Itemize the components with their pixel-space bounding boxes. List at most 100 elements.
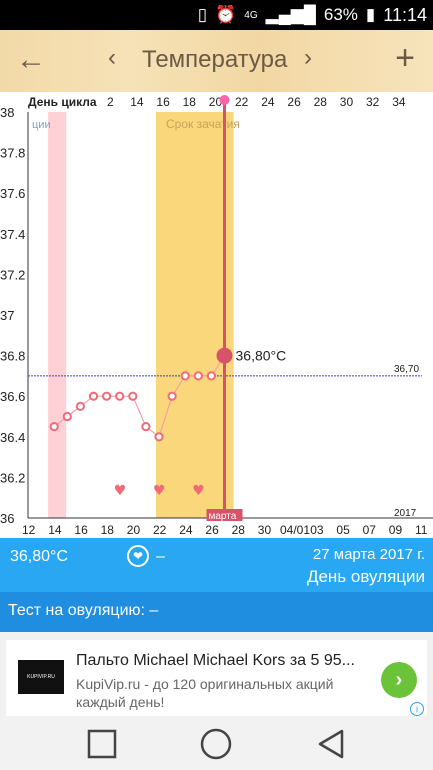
- y-tick-label: 36: [0, 511, 14, 526]
- add-icon[interactable]: +: [395, 39, 415, 77]
- heart-icon: ♥: [192, 483, 205, 499]
- x-tick-label: 16: [74, 523, 88, 537]
- cycle-day-label: День цикла: [28, 95, 97, 109]
- cycle-day-tick: 16: [156, 95, 170, 109]
- fertile-window-band: [156, 112, 234, 518]
- y-tick-label: 36.6: [0, 389, 25, 404]
- temperature-point: [62, 411, 72, 422]
- day-info-bar[interactable]: 36,80°C ❤ – 27 марта 2017 г. День овуляц…: [0, 538, 433, 592]
- x-tick-label: 03: [310, 523, 324, 537]
- x-tick-label: 30: [258, 523, 272, 537]
- status-bar: ▯ ⏰ 4G ▂▄▆█ 63% ▮ 11:14: [0, 0, 433, 30]
- coverline-label: 36,70: [394, 364, 419, 375]
- temperature-point: [206, 371, 216, 381]
- ad-banner[interactable]: KUPIVIP.RU Пальто Michael Michael Kors з…: [0, 632, 433, 718]
- temperature-point: [75, 401, 86, 411]
- x-tick-label: 04/01: [280, 523, 310, 537]
- clock: 11:14: [383, 4, 427, 25]
- system-nav-bar: [0, 718, 433, 770]
- cycle-day-tick: 32: [366, 95, 380, 109]
- info-dash: –: [156, 548, 165, 565]
- signal-icon: ▂▄▆█: [265, 5, 316, 24]
- y-tick-label: 36.2: [0, 470, 25, 485]
- cycle-day-ticks: 2 14 16 18 20 22 24 26 28 30 32 34: [107, 95, 406, 109]
- chevron-right-icon[interactable]: ›: [381, 662, 417, 698]
- cycle-day-tick: 28: [314, 95, 328, 109]
- temperature-point: [102, 391, 112, 401]
- x-tick-label: 18: [101, 523, 115, 537]
- y-tick-label: 37.6: [0, 186, 25, 201]
- cycle-day-tick: 24: [261, 95, 275, 109]
- month-label: марта: [209, 511, 237, 522]
- conception-label: Срок зачатия: [166, 117, 240, 131]
- year-label: 2017: [394, 508, 417, 519]
- ovulation-marker-top: [219, 95, 230, 105]
- x-tick-label: 07: [363, 523, 377, 537]
- x-tick-label: 20: [127, 523, 141, 537]
- ad-card[interactable]: KUPIVIP.RU Пальто Michael Michael Kors з…: [6, 640, 427, 716]
- next-chevron-icon[interactable]: ›: [304, 44, 312, 71]
- battery-label: 63%: [323, 5, 358, 24]
- x-axis-ticks: 12 14 16 18 20 22 24 26 28 30 04/01 03 05 07 09 11: [22, 523, 428, 537]
- selected-value-label: 36,80°C: [236, 348, 287, 364]
- info-temperature: 36,80°C: [10, 548, 68, 565]
- temperature-points: [49, 371, 216, 442]
- heart-icon: ♥: [153, 483, 166, 499]
- y-tick-label: 36.4: [0, 430, 25, 445]
- heart-icon: ♥: [114, 483, 127, 499]
- circle-icon: [200, 728, 232, 760]
- x-tick-label: 26: [205, 523, 219, 537]
- month-badge: [206, 509, 243, 521]
- ad-logo: KUPIVIP.RU: [18, 660, 64, 694]
- info-icon[interactable]: i: [410, 702, 424, 716]
- battery-icon: ▮: [365, 5, 376, 24]
- selected-point[interactable]: [216, 347, 233, 364]
- y-axis-ticks: 38 37.8 37.6 37.4 37.2 37 36.8 36.6 36.4 36.2 36: [0, 105, 25, 526]
- x-tick-label: 05: [336, 523, 350, 537]
- back-arrow-icon[interactable]: ←: [16, 43, 46, 76]
- y-tick-label: 37.8: [0, 146, 25, 161]
- recent-apps-button[interactable]: [72, 718, 132, 770]
- temperature-point: [128, 391, 138, 401]
- temperature-point: [49, 422, 59, 432]
- y-tick-label: 37.4: [0, 227, 25, 242]
- cycle-day-tick: 22: [235, 95, 249, 109]
- ovulation-test-bar[interactable]: Тест на овуляцию: –: [0, 592, 433, 632]
- temperature-point: [141, 422, 151, 432]
- y-tick-label: 37: [0, 308, 14, 323]
- app-header: ← ‹ Температура › +: [0, 30, 433, 92]
- heart-icon: ❤: [127, 545, 149, 567]
- y-tick-label: 36.8: [0, 349, 25, 364]
- prev-chevron-icon[interactable]: ‹: [108, 44, 116, 71]
- triangle-back-icon: [318, 729, 344, 759]
- square-icon: [87, 729, 117, 759]
- home-button[interactable]: [186, 718, 246, 770]
- temperature-point: [154, 432, 164, 442]
- x-tick-label: 12: [22, 523, 36, 537]
- phone-vibrate-icon: ▯: [197, 5, 208, 24]
- x-tick-label: 14: [48, 523, 62, 537]
- info-date: 27 марта 2017 г.: [312, 546, 425, 563]
- status-icons: ▯ ⏰ 4G ▂▄▆█ 63% ▮ 11:14: [198, 0, 427, 30]
- back-button[interactable]: [300, 718, 360, 770]
- alarm-icon: ⏰: [215, 5, 237, 24]
- cycle-day-tick: 30: [340, 95, 354, 109]
- cycle-day-tick: 2: [107, 95, 114, 109]
- network-label: 4G: [244, 9, 258, 21]
- temperature-point: [167, 391, 177, 401]
- x-tick-label: 11: [415, 523, 428, 537]
- chart-canvas[interactable]: ции Срок зачатия День цикла 2 14 16 18 20 22 2…: [0, 92, 433, 538]
- intercourse-hearts: ♥ ♥ ♥: [114, 483, 205, 499]
- cycle-day-tick: 34: [392, 95, 406, 109]
- y-tick-label: 38: [0, 105, 14, 120]
- y-tick-label: 37.2: [0, 267, 25, 282]
- x-tick-label: 22: [153, 523, 167, 537]
- temperature-point: [180, 371, 190, 381]
- info-event: День овуляции: [306, 567, 425, 586]
- ad-text: KupiVip.ru - до 120 оригинальных акций к…: [76, 676, 334, 710]
- x-tick-label: 28: [232, 523, 246, 537]
- menstruation-band: [48, 112, 67, 518]
- ad-title[interactable]: Пальто Michael Michael Kors за 5 95...: [76, 652, 355, 669]
- x-tick-label: 24: [179, 523, 193, 537]
- temperature-chart[interactable]: ции Срок зачатия День цикла 2 14 16 18 20 22 2…: [0, 92, 433, 538]
